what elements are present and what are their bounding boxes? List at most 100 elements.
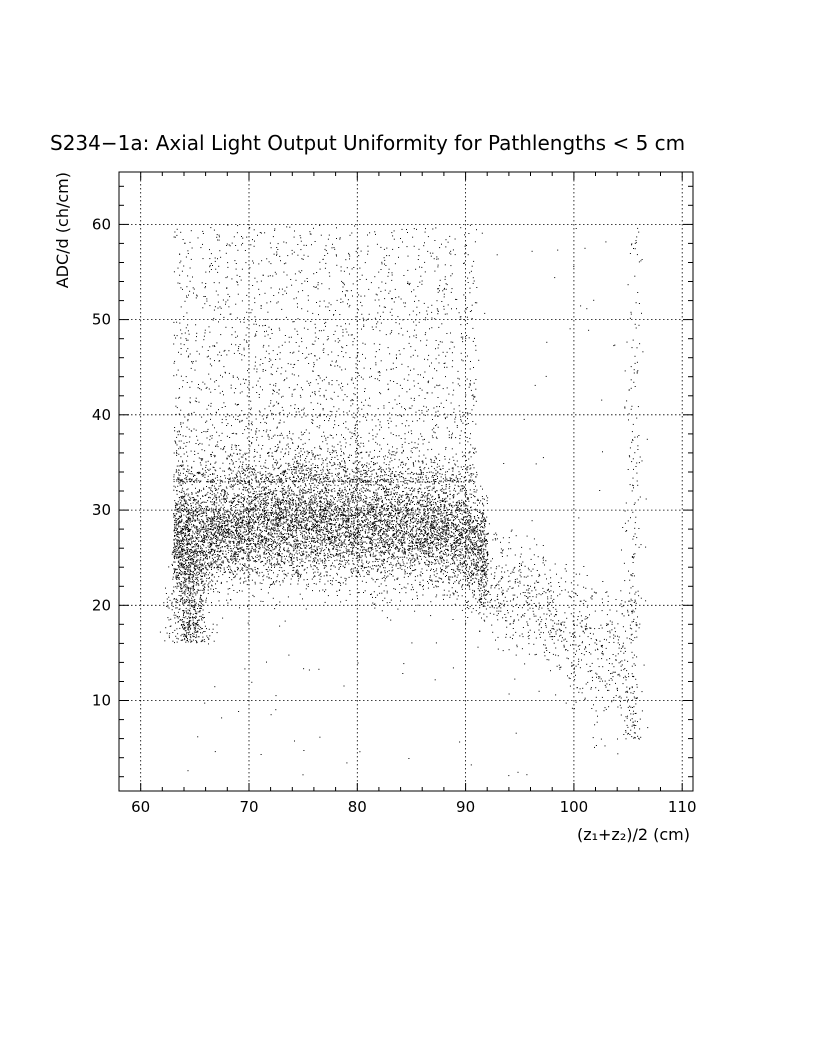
scatter-point [184, 532, 186, 534]
scatter-point [242, 489, 244, 491]
scatter-point [274, 505, 276, 507]
scatter-point [335, 468, 337, 470]
scatter-point [457, 478, 459, 480]
scatter-point [481, 520, 483, 522]
scatter-point [473, 564, 475, 566]
scatter-point [348, 505, 350, 507]
scatter-point [294, 521, 296, 523]
scatter-point [347, 507, 348, 509]
scatter-point [466, 607, 468, 608]
scatter-point [273, 583, 275, 585]
scatter-point [472, 550, 473, 552]
scatter-point [188, 510, 190, 512]
scatter-point [453, 562, 455, 564]
scatter-point [308, 541, 310, 542]
scatter-point [435, 502, 437, 503]
scatter-point [381, 507, 383, 509]
scatter-point [345, 522, 347, 524]
scatter-point [454, 487, 455, 489]
scatter-point [219, 534, 221, 536]
scatter-point [476, 524, 478, 526]
scatter-point [485, 546, 487, 548]
scatter-point [227, 545, 229, 547]
scatter-point [329, 538, 331, 540]
scatter-point [395, 544, 397, 546]
scatter-point [417, 535, 419, 537]
scatter-point [271, 538, 273, 540]
scatter-point [271, 523, 273, 525]
scatter-point [470, 545, 471, 547]
scatter-point [376, 518, 378, 520]
scatter-point [301, 551, 303, 553]
scatter-point [200, 498, 201, 500]
scatter-point [244, 528, 246, 530]
scatter-point [183, 540, 184, 542]
scatter-point [384, 472, 386, 473]
scatter-point [221, 540, 223, 542]
scatter-point [174, 486, 176, 488]
scatter-point [202, 553, 204, 555]
scatter-point [469, 558, 471, 560]
scatter-point [233, 573, 234, 575]
scatter-point [391, 505, 392, 507]
scatter-point [360, 478, 362, 480]
scatter-point [200, 502, 202, 504]
scatter-point [195, 503, 197, 505]
scatter-point [418, 519, 419, 521]
scatter-point [344, 519, 346, 521]
scatter-point [256, 535, 258, 537]
scatter-point [470, 516, 472, 518]
scatter-point [210, 482, 212, 484]
scatter-point [319, 493, 321, 495]
scatter-point [237, 569, 238, 571]
scatter-point [352, 500, 354, 501]
scatter-point [358, 531, 360, 533]
scatter-point [469, 540, 471, 542]
scatter-point [477, 528, 479, 530]
scatter-point [208, 535, 210, 537]
scatter-point [308, 560, 310, 562]
scatter-point [426, 520, 428, 522]
scatter-point [473, 559, 475, 561]
scatter-point [379, 476, 381, 478]
scatter-point [364, 532, 366, 534]
scatter-point [354, 512, 356, 514]
scatter-point [387, 494, 388, 495]
scatter-point [298, 573, 300, 575]
scatter-point [366, 566, 368, 568]
scatter-point [212, 509, 214, 511]
scatter-point [377, 525, 379, 527]
scatter-point [378, 585, 380, 587]
scatter-point [246, 490, 248, 492]
scatter-point [452, 619, 454, 620]
scatter-point [417, 522, 419, 524]
scatter-point [423, 517, 425, 519]
scatter-point [229, 545, 231, 547]
scatter-point [436, 530, 438, 532]
scatter-point [217, 530, 219, 532]
scatter-point [304, 492, 306, 494]
scatter-point [236, 551, 238, 553]
scatter-point [475, 508, 477, 510]
scatter-point [398, 550, 400, 552]
scatter-point [347, 498, 349, 500]
scatter-point [377, 533, 379, 535]
scatter-point [393, 541, 395, 543]
scatter-point [180, 539, 182, 541]
scatter-point [313, 540, 315, 541]
scatter-point [452, 556, 454, 557]
scatter-point [306, 523, 308, 525]
scatter-point [313, 514, 315, 516]
scatter-point [270, 531, 272, 533]
scatter-point [290, 583, 292, 585]
scatter-point [251, 507, 253, 509]
scatter-point [350, 526, 352, 528]
scatter-point [182, 538, 184, 540]
scatter-point [284, 539, 286, 541]
scatter-point [431, 563, 433, 565]
scatter-point [388, 479, 389, 481]
scatter-point [224, 522, 226, 524]
scatter-point [444, 521, 446, 523]
scatter-point [256, 573, 258, 575]
scatter-point [370, 517, 372, 519]
